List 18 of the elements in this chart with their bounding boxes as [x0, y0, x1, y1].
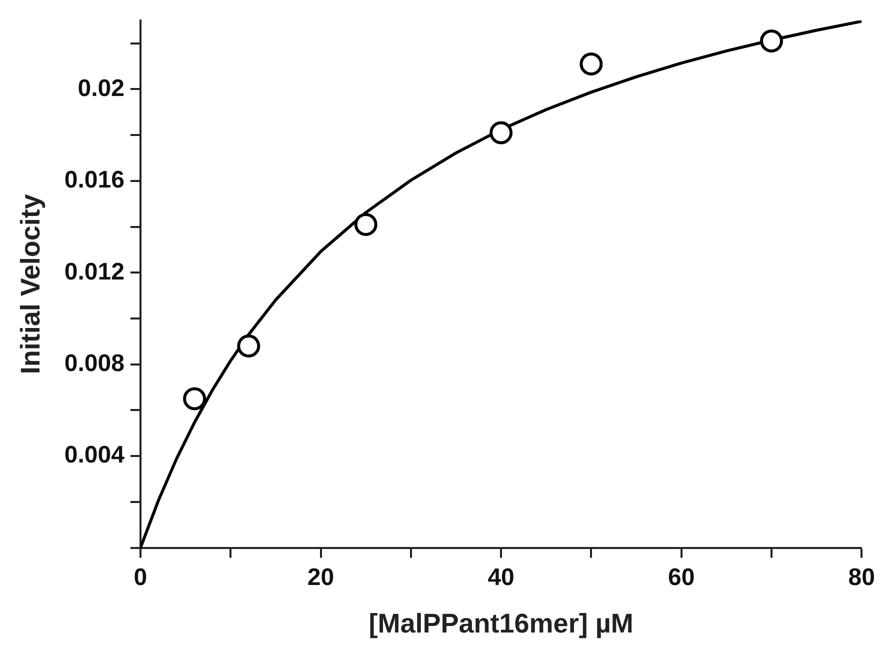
x-axis-title: [MalPPant16mer] µM — [368, 608, 634, 638]
y-tick-label: 0.008 — [64, 350, 124, 377]
point — [237, 334, 260, 358]
y-axis-title: Initial Velocity — [16, 194, 46, 374]
point — [490, 121, 513, 144]
y-tick-label: 0.004 — [64, 442, 126, 469]
point — [580, 52, 603, 76]
point — [760, 30, 784, 53]
x-tick-label: 80 — [848, 564, 876, 591]
y-tick-label: 0.016 — [64, 166, 124, 194]
x-tick-label: 0 — [134, 564, 148, 591]
point — [354, 212, 378, 236]
x-tick-label: 40 — [488, 564, 514, 591]
x-tick-label: 60 — [668, 564, 695, 591]
x-tick-label: 20 — [307, 564, 334, 591]
y-tick-label: 0.012 — [64, 258, 124, 286]
y-tick-label: 0.02 — [78, 74, 124, 102]
point — [183, 387, 206, 410]
